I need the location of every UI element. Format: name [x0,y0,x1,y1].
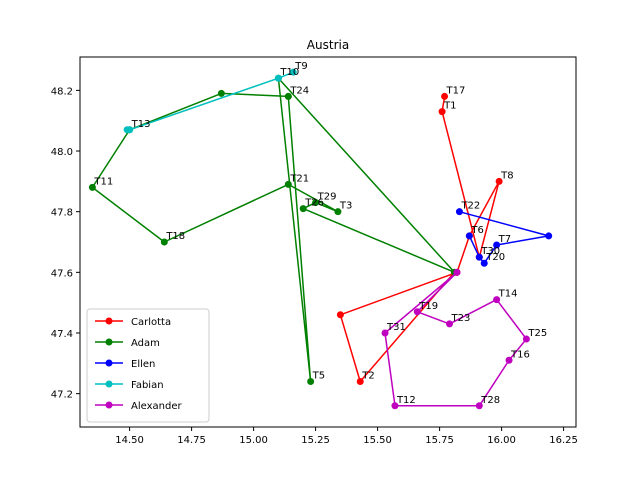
legend-label-carlotta: Carlotta [131,317,171,328]
legend-marker-alexander [105,401,113,409]
point-label-t31: T31 [386,322,406,333]
y-tick-label: 48.0 [51,147,73,158]
x-tick-label: 14.75 [177,435,206,446]
data-point-adam-7 [312,199,320,207]
point-label-t28: T28 [480,395,500,406]
point-label-t10: T10 [279,67,299,78]
point-label-t24: T24 [289,85,309,96]
data-point-ellen-5 [465,232,473,240]
point-label-t14: T14 [498,289,518,300]
data-point-ellen-4 [475,253,483,261]
x-tick-label: 15.25 [301,435,330,446]
y-axis: 47.2 47.4 47.6 47.8 48.0 48.2 [51,86,80,401]
legend-marker-carlotta [105,317,113,325]
data-point-alexander-3 [493,296,501,304]
data-point-adam-1 [217,89,225,97]
point-label-t5: T5 [312,371,325,382]
point-label-t13: T13 [131,119,151,130]
data-point-adam-8 [299,205,307,213]
data-point-adam-12 [284,92,292,100]
point-label-t18: T18 [165,231,185,242]
legend-marker-adam [105,338,113,346]
x-axis: 14.50 14.75 15.00 15.25 15.50 15.75 16.00 16.25 [115,427,578,446]
data-point-fabian-0 [289,68,297,76]
data-point-carlotta-1 [438,108,446,116]
data-point-ellen-0 [455,208,463,216]
point-label-t20: T20 [485,252,505,263]
point-label-t12: T12 [396,395,416,406]
data-point-alexander-6 [475,402,483,410]
point-label-t1: T1 [443,101,456,112]
data-point-adam-11 [307,378,315,386]
x-tick-label: 15.50 [363,435,392,446]
data-point-adam-6 [334,208,342,216]
x-tick-label: 16.00 [487,435,516,446]
data-point-ellen-2 [493,241,501,249]
data-point-carlotta-7 [356,378,364,386]
legend-label-ellen: Ellen [131,359,155,370]
axes-frame [79,56,577,428]
legend-label-adam: Adam [131,338,160,349]
point-label-t11: T11 [93,176,113,187]
point-label-t21: T21 [289,173,309,184]
point-label-t9: T9 [294,61,307,72]
point-label-t17: T17 [446,85,466,96]
legend-marker-ellen [105,359,113,367]
point-label-t30: T30 [480,246,500,257]
data-point-alexander-5 [505,356,513,364]
point-label-t6: T6 [470,225,483,236]
point-label-t22: T22 [460,201,480,212]
legend-label-fabian: Fabian [131,380,164,391]
point-label-t29: T29 [317,192,337,203]
point-label-t19: T19 [418,301,438,312]
data-point-carlotta-0 [441,92,449,100]
data-point-adam-4 [160,238,168,246]
y-tick-label: 47.4 [51,329,73,340]
legend: Carlotta Adam Ellen Fabian Alexander [86,308,210,423]
point-label-t26: T26 [304,198,324,209]
data-point-carlotta-3 [495,177,503,185]
point-label-t3: T3 [339,201,352,212]
data-point-fabian-1 [274,74,282,82]
legend-box [86,308,210,423]
data-point-alexander-2 [446,320,454,328]
point-label-t16: T16 [510,349,530,360]
data-point-carlotta-6 [336,311,344,319]
legend-label-alexander: Alexander [131,401,182,412]
series-line-alexander [384,271,528,407]
data-point-alexander-7 [391,402,399,410]
point-label-t23: T23 [451,313,471,324]
data-point-alexander-1 [413,308,421,316]
data-point-alexander-8 [381,329,389,337]
x-tick-label: 15.00 [239,435,268,446]
x-tick-label: 15.75 [425,435,454,446]
legend-marker-fabian [105,380,113,388]
data-point-alexander-9 [453,268,461,276]
data-point-alexander-4 [522,335,530,343]
chart-title: Austria [307,38,349,52]
x-tick-label: 16.25 [549,435,578,446]
data-point-adam-5 [284,180,292,188]
y-tick-label: 47.6 [51,268,73,279]
y-tick-label: 48.2 [51,86,73,97]
point-label-t25: T25 [527,328,547,339]
data-point-adam-3 [88,183,96,191]
data-point-ellen-1 [545,232,553,240]
point-label-t2: T2 [361,371,374,382]
y-tick-label: 47.2 [51,390,73,401]
point-label-t8: T8 [500,170,513,181]
series-line-ellen [459,210,550,264]
y-tick-label: 47.8 [51,208,73,219]
point-label-t7: T7 [498,234,511,245]
data-point-fabian-3 [123,126,131,134]
data-point-ellen-3 [480,259,488,267]
x-tick-label: 14.50 [115,435,144,446]
